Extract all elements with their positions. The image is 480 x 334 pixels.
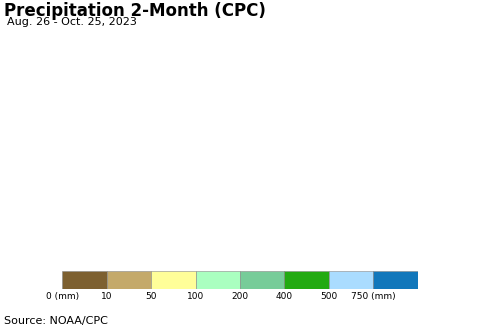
Text: 0 (mm): 0 (mm) (46, 292, 79, 301)
Bar (240, 271, 284, 289)
Text: 10: 10 (101, 292, 112, 301)
Bar (284, 271, 329, 289)
Bar (329, 271, 373, 289)
Text: 200: 200 (231, 292, 249, 301)
Bar (107, 271, 151, 289)
Bar (62, 271, 107, 289)
Bar (151, 271, 196, 289)
Text: Precipitation 2-Month (CPC): Precipitation 2-Month (CPC) (4, 2, 266, 20)
Text: 50: 50 (145, 292, 157, 301)
Text: 750 (mm): 750 (mm) (351, 292, 396, 301)
Text: 500: 500 (320, 292, 337, 301)
Bar (373, 271, 418, 289)
Bar (196, 271, 240, 289)
Text: Source: NOAA/CPC: Source: NOAA/CPC (4, 316, 108, 326)
Text: 100: 100 (187, 292, 204, 301)
Text: Aug. 26 - Oct. 25, 2023: Aug. 26 - Oct. 25, 2023 (7, 17, 137, 27)
Text: 400: 400 (276, 292, 293, 301)
